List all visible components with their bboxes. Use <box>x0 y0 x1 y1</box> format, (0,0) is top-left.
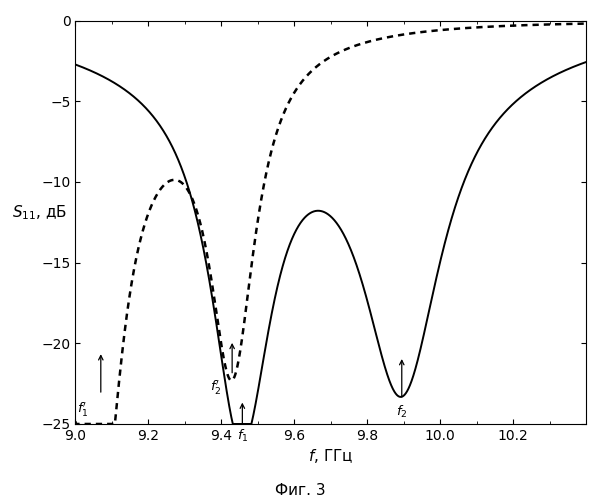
Text: $f_1$: $f_1$ <box>237 428 248 444</box>
Text: $f_1'$: $f_1'$ <box>77 400 88 418</box>
Text: $f_2'$: $f_2'$ <box>210 378 222 396</box>
Y-axis label: $S_{11}$, дБ: $S_{11}$, дБ <box>12 204 67 222</box>
Text: Фиг. 3: Фиг. 3 <box>275 483 326 498</box>
X-axis label: $f$, ГГц: $f$, ГГц <box>308 447 353 465</box>
Text: $f_2$: $f_2$ <box>396 404 407 420</box>
